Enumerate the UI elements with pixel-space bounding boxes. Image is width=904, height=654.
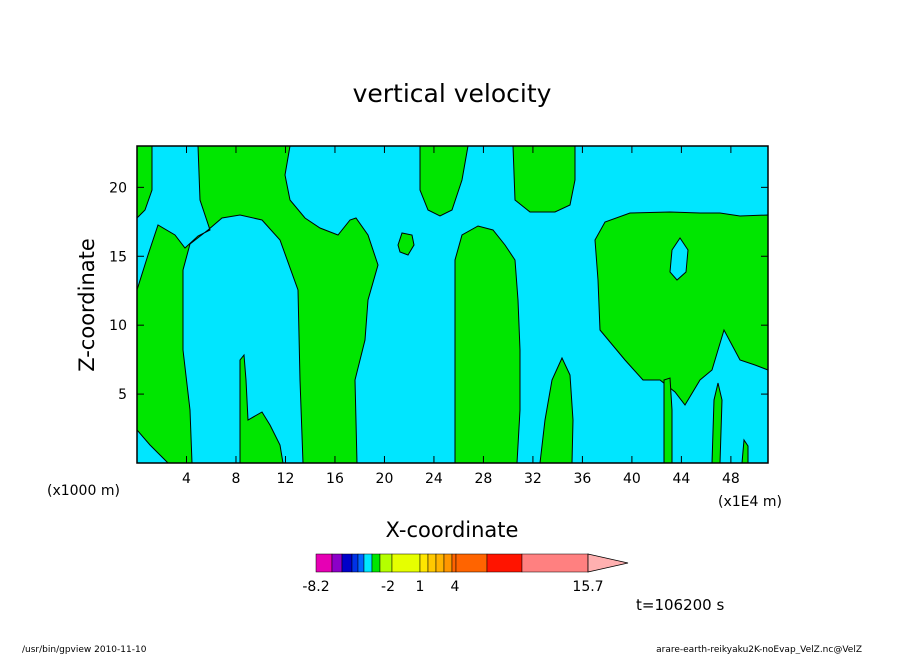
x-tick-label: 32: [524, 471, 542, 487]
colorbar-segment: [427, 553, 437, 573]
colorbar-tick-label: 1: [416, 579, 425, 595]
positive-region: [539, 356, 574, 464]
colorbar-tick-label: 4: [451, 579, 460, 595]
positive-region: [594, 211, 769, 406]
x-unit-right: (x1E4 m): [718, 494, 782, 510]
footer-right: arare-earth-reikyaku2K-noEvap_VelZ.nc@Ve…: [656, 645, 862, 654]
colorbar-segment: [379, 553, 393, 573]
colorbar-segment: [357, 553, 365, 573]
positive-region: [454, 225, 521, 464]
x-tick-label: 24: [425, 471, 443, 487]
x-tick-label: 44: [672, 471, 690, 487]
colorbar-segment: [443, 553, 453, 573]
y-axis-label: Z-coordinate: [75, 238, 99, 372]
x-ticks: 4 8 12 16 20 24 28 32 36 40 44 48: [182, 146, 740, 487]
x-tick-label: 20: [376, 471, 394, 487]
colorbar-segment: [455, 553, 488, 573]
colorbar-segment: [391, 553, 421, 573]
x-tick-label: 40: [623, 471, 641, 487]
colorbar-segment: [486, 553, 523, 573]
colorbar-segment: [315, 553, 333, 573]
positive-region: [397, 232, 415, 256]
positive-region: [419, 145, 469, 217]
time-label: t=106200 s: [636, 596, 724, 614]
positive-region: [663, 377, 673, 464]
colorbar-tick-label: -2: [381, 579, 395, 595]
x-tick-label: 12: [277, 471, 295, 487]
colorbar-segment: [363, 553, 373, 573]
plot-frame: [136, 145, 769, 464]
y-ticks: 5 10 15 20: [109, 180, 768, 403]
y-tick-label: 20: [109, 180, 127, 196]
chart-title: vertical velocity: [353, 79, 552, 108]
y-tick-label: 5: [118, 387, 127, 403]
x-tick-label: 4: [182, 471, 191, 487]
x-unit-left: (x1000 m): [47, 483, 120, 499]
positive-region: [136, 145, 379, 464]
x-tick-label: 28: [475, 471, 493, 487]
y-tick-label: 10: [109, 318, 127, 334]
colorbar-segment: [451, 553, 457, 573]
colorbar: [315, 553, 629, 573]
colorbar-segment: [419, 553, 429, 573]
colorbar-ticks: -8.2 -2 1 4 15.7: [302, 579, 603, 595]
positive-region: [512, 145, 576, 213]
colorbar-segment: [435, 553, 445, 573]
positive-region: [239, 353, 284, 464]
x-axis-label: X-coordinate: [386, 518, 519, 542]
colorbar-segment: [371, 553, 381, 573]
y-tick-label: 15: [109, 249, 127, 265]
colorbar-segment: [331, 553, 343, 573]
colorbar-segment: [351, 553, 359, 573]
x-tick-label: 16: [326, 471, 344, 487]
footer-left: /usr/bin/gpview 2010-11-10: [22, 645, 147, 654]
colorbar-segment: [341, 553, 353, 573]
colorbar-segment: [521, 553, 589, 573]
positive-regions: [136, 145, 769, 464]
colorbar-arrow: [587, 553, 629, 573]
x-tick-label: 8: [232, 471, 241, 487]
colorbar-tick-label: -8.2: [302, 579, 329, 595]
colorbar-tick-label: 15.7: [572, 579, 603, 595]
x-tick-label: 36: [573, 471, 591, 487]
x-tick-label: 48: [722, 471, 740, 487]
